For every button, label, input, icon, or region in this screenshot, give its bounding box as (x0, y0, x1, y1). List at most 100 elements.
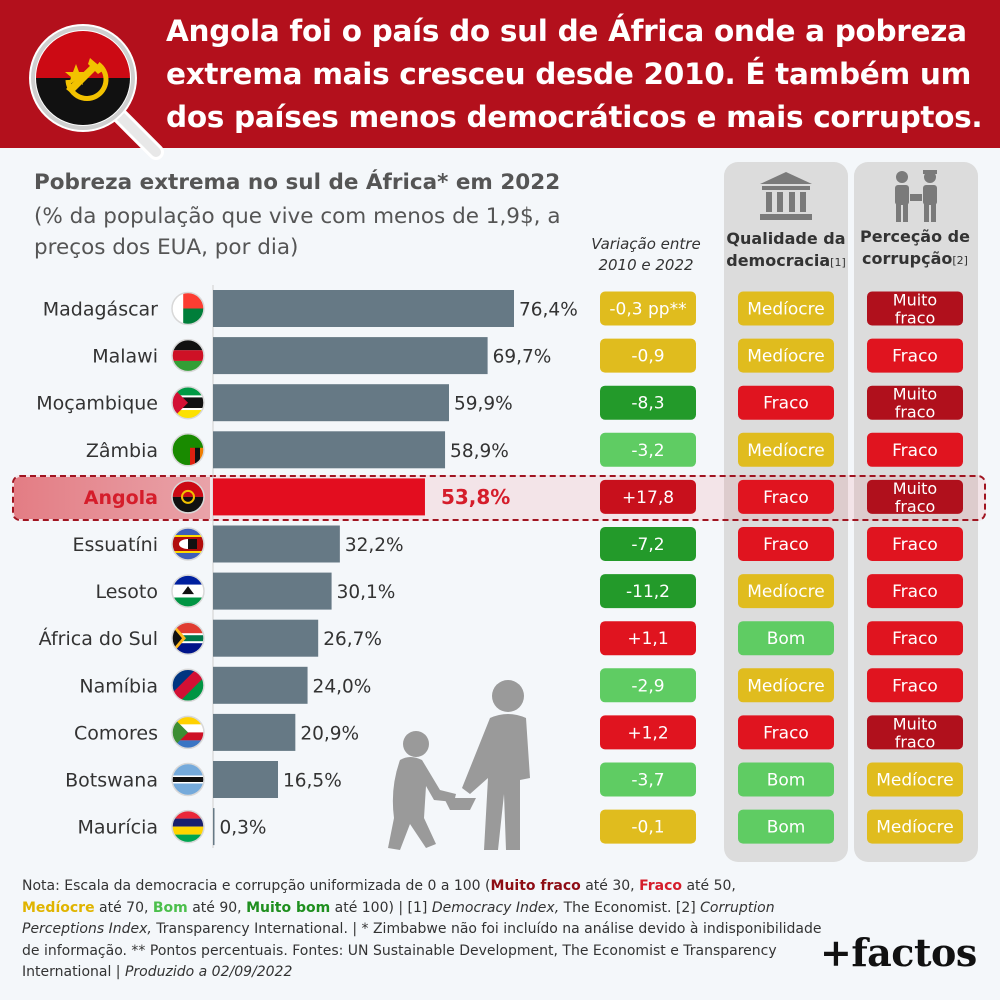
corruption-badge: Medíocre (867, 809, 963, 844)
democracy-badge: Fraco (738, 527, 834, 561)
democracy-badge-text: Fraco (763, 394, 809, 414)
variation-badge: -11,2 (600, 574, 696, 609)
value-label: 59,9% (454, 394, 513, 415)
democracy-badge-text: Fraco (763, 488, 809, 508)
note-text-2: até 30, (580, 878, 640, 894)
variation-header: Variação entre 2010 e 2022 (578, 234, 714, 276)
variation-badge-text: -3,2 (631, 441, 664, 461)
democracy-badge-bg (738, 668, 834, 703)
angola-flag-magnifier-icon (29, 24, 164, 160)
note-text-7: The Economist. [2] (559, 899, 696, 916)
variation-badge-text: -3,7 (631, 771, 664, 791)
corruption-badge-text-1: Muito (893, 385, 937, 404)
bar (213, 808, 215, 846)
corruption-badge-bg (867, 668, 963, 703)
note-text-6: até 100) | [1] (330, 899, 432, 916)
variation-badge-text: -2,9 (631, 676, 664, 696)
variation-badge-bg (600, 479, 696, 514)
value-label: 30,1% (337, 582, 396, 603)
variation-header-line1: Variação entre (591, 235, 701, 253)
variation-badge-text: -11,2 (626, 582, 670, 602)
value-label: 16,5% (283, 771, 342, 792)
country-flag-icon (171, 291, 205, 326)
country-flag-icon (171, 338, 205, 373)
value-label: 24,0% (313, 676, 372, 697)
variation-badge: -3,7 (600, 762, 696, 797)
chart-subtitle: (% da população que vive com menos de 1,… (34, 204, 561, 260)
bar (213, 572, 332, 610)
factos-logo: +factos (820, 930, 977, 975)
democracy-ref: [1] (830, 256, 846, 269)
corruption-badge-text-2: fraco (895, 732, 936, 751)
corruption-badge-text: Fraco (892, 582, 938, 602)
corruption-badge-bg (867, 385, 963, 420)
note-text-1: Nota: Escala da democracia e corrupção u… (22, 878, 491, 894)
corruption-badge-text: Fraco (892, 535, 938, 555)
variation-badge-text: +1,2 (627, 723, 668, 743)
note-bom: Bom (152, 899, 188, 916)
corruption-badge: Medíocre (867, 762, 963, 797)
bar (213, 761, 279, 798)
value-label: 69,7% (493, 347, 552, 368)
country-label: Moçambique (36, 393, 158, 415)
value-label: 53,8% (441, 485, 510, 509)
variation-badge: -0,9 (600, 338, 696, 373)
bar (213, 713, 296, 751)
variation-badge: -0,1 (600, 809, 696, 844)
corruption-ref: [2] (952, 254, 968, 267)
variation-badge: -0,3 pp** (600, 291, 696, 326)
democracy-badge-text: Bom (767, 818, 806, 838)
democracy-badge: Bom (738, 621, 834, 656)
country-label: Maurícia (77, 817, 158, 839)
democracy-badge-bg (738, 621, 834, 656)
note-cpi: Corruption Perceptions Index, (22, 899, 775, 938)
corruption-badge-text-2: fraco (895, 403, 936, 422)
corruption-badge: Fraco (867, 432, 963, 467)
value-label: 20,9% (300, 723, 359, 744)
country-flag-icon (171, 480, 205, 514)
country-label: Madagáscar (43, 299, 158, 321)
note-text-3: até 50, (682, 878, 736, 894)
country-flag-icon (171, 574, 205, 608)
value-label: 58,9% (450, 441, 509, 462)
corruption-badge-text-1: Muito (893, 291, 937, 310)
democracy-badge: Fraco (738, 479, 834, 514)
variation-badge: +1,1 (600, 621, 696, 656)
corruption-badge-bg (867, 479, 963, 514)
variation-badge-text: +1,1 (627, 629, 668, 649)
bar (213, 290, 514, 327)
democracy-badge: Fraco (738, 385, 834, 420)
democracy-badge-text: Medíocre (747, 582, 824, 602)
democracy-badge-bg (738, 291, 834, 326)
democracy-badge-text: Medíocre (747, 441, 824, 461)
variation-badge-text: -0,9 (631, 347, 664, 367)
variation-badge: -7,2 (600, 527, 696, 561)
bar (213, 478, 425, 516)
corruption-badge-text: Medíocre (876, 818, 953, 838)
people-bribe-icon (895, 170, 937, 222)
corruption-badge-text-1: Muito (893, 714, 937, 733)
value-label: 26,7% (323, 629, 382, 650)
variation-badge: -2,9 (600, 668, 696, 703)
corruption-badge: Fraco (867, 668, 963, 703)
democracy-badge: Bom (738, 762, 834, 797)
bar (213, 384, 449, 422)
corruption-badge-text-2: fraco (895, 497, 936, 516)
corruption-badge-bg (867, 621, 963, 656)
variation-badge-bg (600, 291, 696, 326)
corruption-badge-bg (867, 432, 963, 467)
democracy-header-line2: democracia (726, 251, 831, 270)
democracy-badge-text: Medíocre (747, 300, 824, 320)
corruption-badge-text-2: fraco (895, 309, 936, 328)
note-text-4: até 70, (94, 899, 153, 916)
corruption-badge-text: Fraco (892, 347, 938, 367)
country-flag-icon (171, 809, 205, 844)
corruption-badge-bg (867, 527, 963, 561)
value-label: 76,4% (519, 300, 578, 321)
democracy-badge: Medíocre (738, 338, 834, 373)
corruption-badge-bg (867, 762, 963, 797)
variation-badge-bg (600, 809, 696, 844)
variation-badge-bg (600, 715, 696, 750)
